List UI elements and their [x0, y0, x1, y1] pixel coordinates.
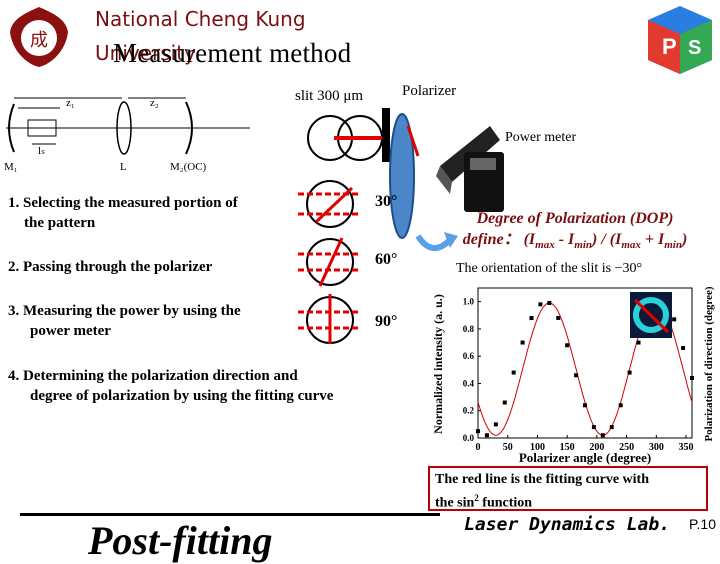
orientation-text: The orientation of the slit is −30°	[456, 261, 643, 276]
polarizer-60-line	[318, 237, 344, 287]
y-tick-label: 0.4	[463, 378, 475, 388]
step-3-line2: power meter	[30, 323, 111, 339]
polarizer-label: Polarizer	[402, 83, 457, 99]
step-4-line1: 4. Determining the polarization directio…	[8, 368, 298, 384]
svg-text:P: P	[662, 34, 677, 59]
x-tick-label: 250	[619, 442, 634, 453]
ls-label: lₛ	[38, 145, 45, 157]
data-point	[690, 376, 694, 380]
mirror-m2-icon	[185, 101, 193, 155]
m1-label: M₁	[4, 161, 18, 173]
data-point	[493, 422, 498, 427]
ncku-dept-logo-icon: P S	[648, 6, 712, 74]
data-point	[672, 317, 677, 322]
step-2-line1: 2. Passing through the polarizer	[8, 259, 213, 275]
data-point	[565, 343, 570, 348]
polarizer-mount	[382, 108, 390, 162]
z1-label: z₁	[66, 97, 75, 109]
slit-label: slit 300 μm	[295, 88, 364, 104]
data-point	[609, 425, 614, 430]
x-tick-label: 100	[530, 442, 545, 453]
l-label: L	[120, 161, 127, 173]
x-tick-label: 200	[589, 442, 604, 453]
angle-30-label: 30°	[375, 193, 398, 210]
lens-icon	[116, 101, 132, 155]
y-axis-right-label: Polarization of direction (degree)	[703, 286, 715, 441]
caption-line1: The red line is the fitting curve with	[435, 472, 650, 487]
step-1-line2: the pattern	[24, 215, 96, 231]
svg-text:成: 成	[30, 30, 48, 51]
data-point	[529, 316, 534, 320]
mirror-m1-icon	[8, 103, 15, 153]
y-tick-label: 0.8	[463, 324, 475, 334]
data-point	[556, 316, 561, 320]
data-point	[618, 403, 623, 408]
x-axis-label: Polarizer angle (degree)	[519, 450, 651, 465]
data-point	[591, 425, 596, 430]
data-point	[681, 346, 686, 350]
laser-beam-icon	[406, 125, 420, 157]
step-1-line1: 1. Selecting the measured portion of	[8, 195, 238, 211]
dop-line1: Degree of Polarization (DOP)	[476, 210, 674, 227]
angle-90-label: 90°	[375, 313, 398, 330]
gain-medium-icon	[27, 119, 57, 137]
data-point	[636, 340, 641, 345]
step-4: 4. Determining the polarization directio…	[8, 366, 428, 406]
y-tick-label: 1.0	[463, 297, 475, 307]
angle-60-label: 60°	[375, 251, 398, 268]
inset-ring-icon	[630, 292, 672, 338]
pattern-30-circle	[306, 180, 354, 228]
data-point	[583, 403, 587, 408]
step-3: 3. Measuring the power by using the powe…	[8, 301, 298, 341]
dop-definition: Degree of Polarization (DOP) define： (Im…	[440, 208, 710, 256]
data-point	[476, 429, 480, 434]
footer-rule	[20, 513, 440, 516]
page-number: P.10	[689, 516, 716, 532]
y-tick-label: 0.2	[463, 406, 475, 416]
data-point	[547, 301, 552, 305]
step-4-line2: degree of polarization by using the fitt…	[30, 388, 334, 404]
caption-line2: the sin2 function	[435, 493, 533, 511]
y-tick-label: 0.6	[463, 351, 475, 361]
rotate-arrow-icon	[415, 234, 453, 251]
z2-label: z₂	[150, 97, 159, 109]
ncku-seal-icon: 成	[10, 7, 68, 67]
y-axis-label: Normalized intensity (a. u.)	[431, 294, 445, 434]
y-tick-label: 0.0	[463, 433, 475, 443]
polarizer-disk-icon	[389, 113, 415, 239]
step-3-line1: 3. Measuring the power by using the	[8, 303, 241, 319]
laser-cavity-diagram: z₁ z₂ lₛ M₁ L M₂(OC)	[4, 97, 250, 173]
x-tick-label: 0	[476, 442, 481, 453]
fitting-caption: The red line is the fitting curve with t…	[428, 466, 708, 511]
step-2: 2. Passing through the polarizer	[8, 257, 293, 277]
x-tick-label: 350	[679, 442, 694, 453]
polarization-chart: Normalized intensity (a. u.) Polarizatio…	[431, 286, 715, 465]
plot-frame	[477, 287, 693, 439]
dop-line2: define： (Imax - Imin) / (Imax + Imin)	[462, 231, 688, 252]
x-tick-label: 300	[649, 442, 664, 453]
data-point	[502, 400, 507, 405]
university-name: National Cheng Kung	[95, 7, 306, 31]
data-point	[484, 433, 489, 438]
university-sub: University	[95, 41, 196, 65]
data-point	[511, 370, 516, 375]
polarizer-30-line	[314, 186, 354, 224]
bottom-cut-text: Ρost-fitting	[88, 518, 273, 563]
data-point	[574, 373, 579, 378]
m2-label: M₂(OC)	[170, 161, 207, 173]
data-point	[538, 302, 543, 307]
x-tick-label: 50	[503, 442, 513, 453]
lab-name: Laser Dynamics Lab.	[464, 514, 670, 535]
data-point	[520, 340, 525, 345]
data-point	[627, 370, 632, 375]
step-1: 1. Selecting the measured portion of the…	[8, 193, 293, 233]
pattern-60-circle	[306, 238, 354, 286]
x-tick-label: 150	[560, 442, 575, 453]
measurement-setup	[298, 108, 504, 344]
slide-title: Measurement method	[113, 38, 352, 68]
power-meter-label: Power meter	[505, 130, 577, 145]
svg-text:S: S	[688, 37, 701, 59]
data-point	[600, 433, 605, 438]
